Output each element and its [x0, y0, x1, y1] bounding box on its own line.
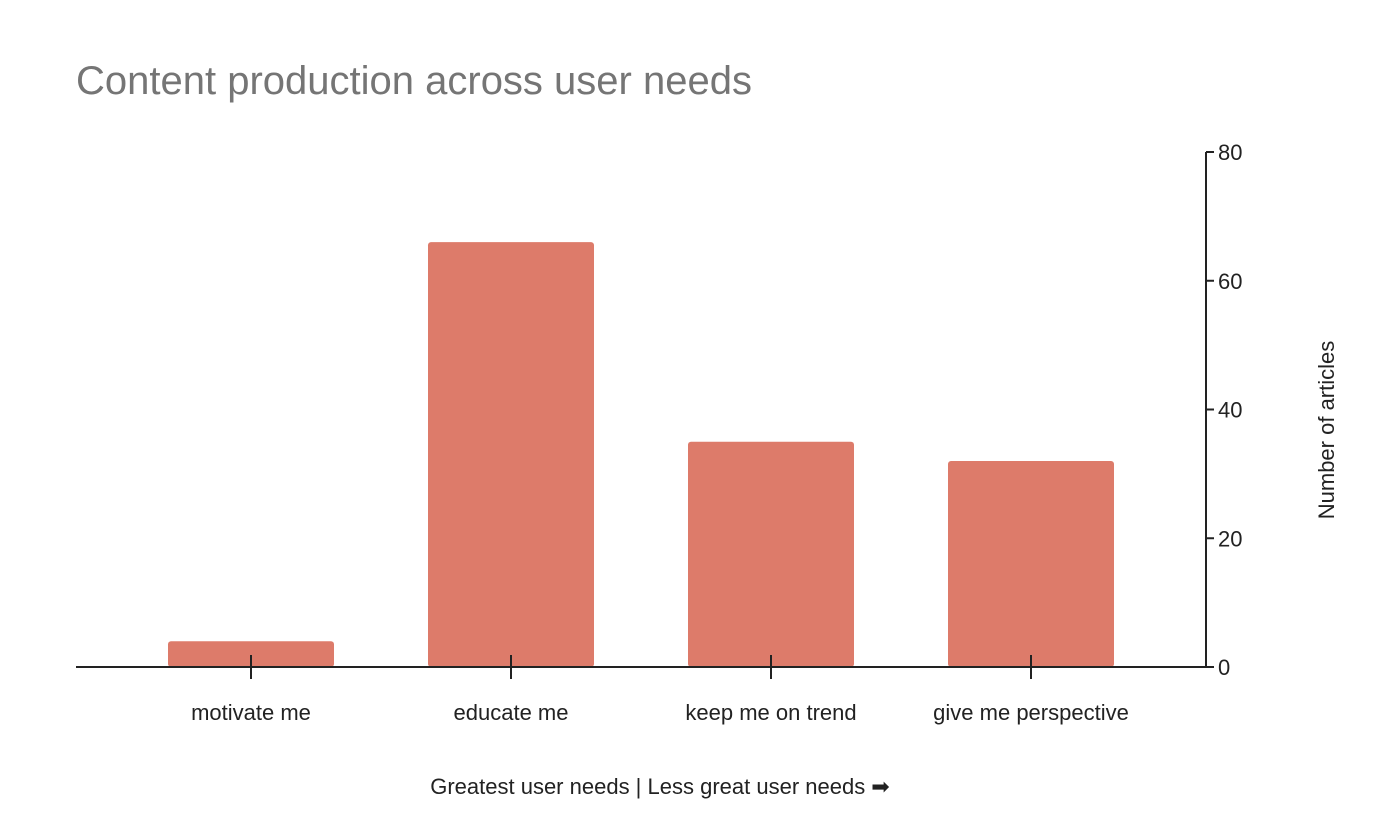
- bar-keep-me-on-trend: [688, 441, 854, 667]
- bar-motivate-me: [168, 641, 334, 667]
- y-tick-label: 60: [1218, 269, 1242, 294]
- x-axis-ticks: motivate me educate me keep me on trend giv…: [191, 655, 1129, 725]
- y-axis-ticks: 0 20 40 60 80: [1206, 140, 1242, 680]
- y-tick-label: 0: [1218, 655, 1230, 680]
- bar-give-me-perspective: [948, 461, 1114, 667]
- y-tick-label: 80: [1218, 140, 1242, 165]
- bar-educate-me: [428, 242, 594, 667]
- x-tick-label: give me perspective: [933, 700, 1129, 725]
- chart-title: Content production across user needs: [76, 59, 752, 103]
- bars-group: [168, 242, 1114, 667]
- x-tick-label: keep me on trend: [685, 700, 856, 725]
- y-axis-title: Number of articles: [1314, 341, 1339, 520]
- y-tick-label: 40: [1218, 398, 1242, 423]
- x-tick-label: educate me: [454, 700, 569, 725]
- y-tick-label: 20: [1218, 526, 1242, 551]
- x-axis-title: Greatest user needs | Less great user ne…: [430, 774, 890, 799]
- x-tick-label: motivate me: [191, 700, 311, 725]
